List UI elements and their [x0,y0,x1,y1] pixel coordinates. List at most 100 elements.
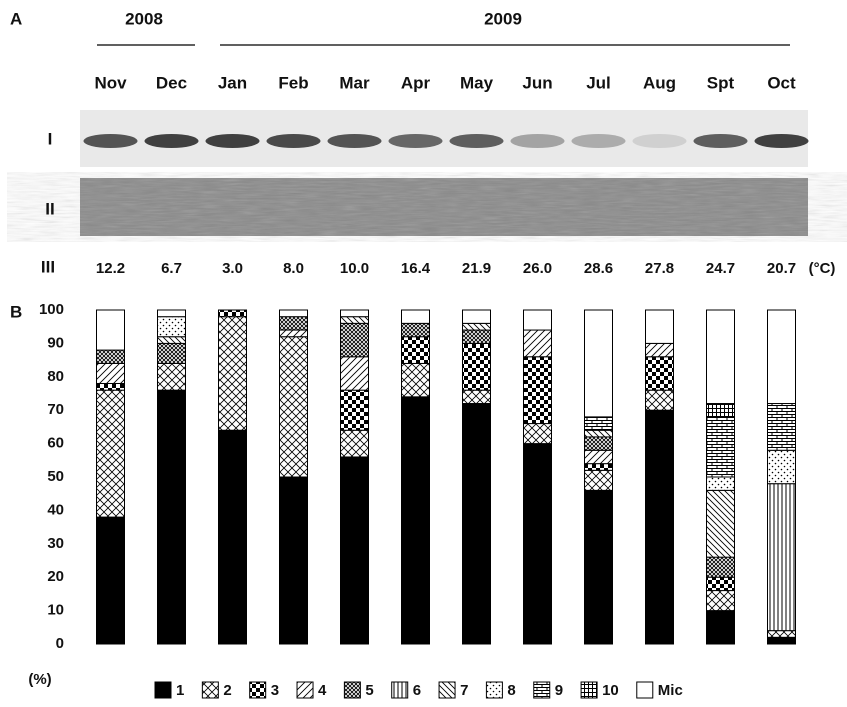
bar-segment [280,317,308,330]
blot-band [633,134,687,148]
temperature: 12.2 [96,260,125,277]
bar-segment [585,470,613,490]
row-label: I [48,129,53,148]
bar-segment [768,310,796,404]
temperature: 20.7 [767,260,796,277]
bar-segment [341,317,369,324]
bar-segment [585,464,613,471]
month-label: Nov [94,73,127,92]
legend-label: Mic [658,682,683,699]
legend-swatch [392,682,408,698]
blot-band [450,134,504,148]
month-label: Mar [339,73,370,92]
y-tick-label: 70 [47,401,64,418]
bar-segment [707,404,735,417]
month-label: Feb [278,73,308,92]
blot-band [389,134,443,148]
blot-band [694,134,748,148]
bar-segment [341,390,369,430]
row-label: III [41,257,55,276]
bar-segment [341,310,369,317]
temperature: 3.0 [222,260,243,277]
year-label: 2008 [125,9,163,28]
bar-segment [646,390,674,410]
temperature: 8.0 [283,260,304,277]
legend-label: 2 [223,682,231,699]
bar-segment [524,310,552,330]
bar-segment [280,310,308,317]
bar-segment [585,430,613,437]
bar-segment [341,357,369,390]
y-tick-label: 10 [47,602,64,619]
y-tick-label: 100 [39,301,64,318]
bar-segment [402,397,430,644]
legend-swatch [637,682,653,698]
month-label: Spt [707,73,735,92]
legend-swatch [250,682,266,698]
bar-segment [97,383,125,390]
legend-label: 1 [176,682,184,699]
bar-segment [219,310,247,317]
blot-band [511,134,565,148]
bar-segment [280,477,308,644]
temperature: 16.4 [401,260,431,277]
bar-segment [158,343,186,363]
bar-segment [768,484,796,631]
bar-segment [158,337,186,344]
bar-segment [707,417,735,477]
y-tick-label: 80 [47,368,64,385]
bar-segment [97,363,125,383]
panel-label: B [10,302,22,321]
y-tick-label: 50 [47,468,64,485]
y-tick-label: 0 [56,635,64,652]
bar-segment [524,330,552,357]
bar-segment [402,323,430,336]
bar-segment [463,404,491,644]
temperature: 27.8 [645,260,674,277]
bar-segment [158,317,186,337]
bar-segment [524,424,552,444]
month-label: Jul [586,73,611,92]
bar-segment [585,490,613,644]
legend-swatch [534,682,550,698]
legend-swatch [155,682,171,698]
bar-segment [524,357,552,424]
bar-segment [341,457,369,644]
temperature: 21.9 [462,260,491,277]
blot-band [206,134,260,148]
bar-segment [219,430,247,644]
blot-band [328,134,382,148]
figure: A 2008 2009 I II III (°C) B (%) Nov12.2D… [0,0,847,707]
legend-label: 8 [507,682,515,699]
bar-segment [646,310,674,343]
legend-swatch [297,682,313,698]
row-label: II [45,199,54,218]
bar-segment [585,310,613,417]
legend-label: 9 [555,682,563,699]
bar-segment [402,310,430,323]
bar-segment [97,390,125,517]
bar-segment [97,517,125,644]
temperature: 26.0 [523,260,552,277]
bar-segment [585,417,613,430]
bar-segment [463,310,491,323]
y-tick-label: 20 [47,568,64,585]
bar-segment [646,410,674,644]
bar-segment [341,430,369,457]
y-tick-label: 30 [47,535,64,552]
bar-segment [97,310,125,350]
legend-label: 10 [602,682,619,699]
month-label: Dec [156,73,187,92]
bar-segment [768,404,796,451]
temperature: 28.6 [584,260,613,277]
blot-band [267,134,321,148]
bar-segment [707,557,735,577]
month-label: Aug [643,73,676,92]
bar-segment [768,637,796,644]
legend-label: 7 [460,682,468,699]
legend-label: 3 [271,682,279,699]
bar-segment [707,477,735,490]
blot-band [84,134,138,148]
bar-segment [707,591,735,611]
bar-segment [585,450,613,463]
